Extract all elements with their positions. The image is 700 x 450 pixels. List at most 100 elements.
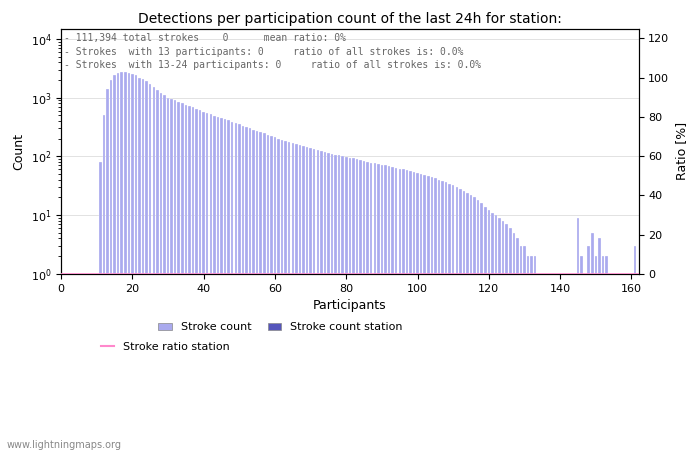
Bar (402, 169, 405, 450)
Text: - 111,394 total strokes    0      mean ratio: 0%
- Strokes  with 13 participants: - 111,394 total strokes 0 mean ratio: 0%… (64, 33, 481, 70)
Bar (584, 276, 587, 450)
Bar (420, 174, 422, 450)
Bar (167, 98, 169, 450)
Bar (634, 246, 636, 450)
Bar (149, 84, 151, 450)
Bar (519, 246, 522, 450)
Text: www.lightningmaps.org: www.lightningmaps.org (7, 440, 122, 450)
Bar (580, 256, 583, 450)
Bar (238, 124, 241, 450)
Bar (538, 274, 540, 450)
Bar (463, 191, 466, 450)
Bar (92, 276, 94, 450)
Bar (156, 90, 159, 450)
Bar (85, 276, 88, 450)
Bar (231, 122, 233, 450)
Bar (395, 168, 398, 450)
Bar (452, 185, 454, 450)
Bar (587, 246, 590, 450)
Bar (410, 171, 412, 450)
Bar (88, 276, 91, 450)
Bar (552, 276, 554, 450)
Bar (495, 215, 497, 450)
Bar (74, 276, 76, 450)
Bar (206, 113, 209, 450)
Bar (512, 233, 515, 450)
Bar (541, 274, 544, 450)
Bar (127, 73, 130, 450)
Bar (356, 159, 358, 450)
Bar (234, 123, 237, 450)
Bar (466, 193, 469, 450)
Bar (302, 146, 304, 450)
Bar (316, 150, 319, 450)
Bar (598, 238, 601, 450)
Bar (209, 114, 212, 450)
Bar (188, 106, 190, 450)
Bar (256, 131, 258, 450)
Bar (606, 256, 608, 450)
Bar (263, 133, 265, 450)
Bar (424, 175, 426, 450)
Bar (477, 200, 480, 450)
Bar (444, 182, 447, 450)
Bar (113, 75, 116, 450)
Bar (366, 162, 369, 450)
Bar (352, 158, 355, 450)
Bar (288, 142, 290, 450)
Bar (241, 126, 244, 450)
Bar (570, 276, 572, 450)
Bar (555, 276, 558, 450)
Bar (456, 187, 458, 450)
Bar (292, 143, 294, 450)
Bar (381, 165, 383, 450)
Bar (563, 276, 565, 450)
Bar (484, 207, 486, 450)
Bar (398, 169, 401, 450)
Bar (594, 256, 597, 450)
Bar (267, 135, 269, 450)
Bar (620, 276, 622, 450)
Bar (327, 153, 330, 450)
Bar (146, 81, 148, 450)
Bar (370, 163, 372, 450)
Bar (524, 246, 526, 450)
Bar (534, 256, 536, 450)
Bar (245, 127, 248, 450)
Bar (78, 276, 80, 450)
Bar (117, 73, 120, 450)
Y-axis label: Count: Count (12, 133, 25, 170)
Bar (480, 203, 483, 450)
Bar (405, 170, 408, 450)
Bar (374, 163, 376, 450)
Bar (377, 164, 379, 450)
Bar (313, 149, 316, 450)
Bar (609, 274, 611, 450)
Bar (623, 276, 626, 450)
Y-axis label: Ratio [%]: Ratio [%] (675, 122, 688, 180)
Bar (95, 276, 98, 450)
Bar (274, 137, 276, 450)
Bar (131, 74, 134, 450)
Bar (103, 115, 105, 450)
Bar (106, 89, 108, 450)
Bar (488, 211, 490, 450)
Bar (338, 155, 340, 450)
Bar (299, 145, 301, 450)
Bar (566, 276, 568, 450)
Bar (626, 276, 629, 450)
Bar (139, 77, 141, 450)
Bar (320, 151, 323, 450)
Bar (545, 274, 547, 450)
Bar (202, 112, 205, 450)
Bar (199, 110, 202, 450)
Bar (345, 157, 347, 450)
Bar (124, 72, 127, 450)
Bar (99, 162, 102, 450)
Bar (120, 72, 123, 450)
Bar (602, 256, 604, 450)
Bar (228, 120, 230, 450)
Bar (342, 156, 344, 450)
Bar (331, 154, 333, 450)
Bar (616, 276, 619, 450)
